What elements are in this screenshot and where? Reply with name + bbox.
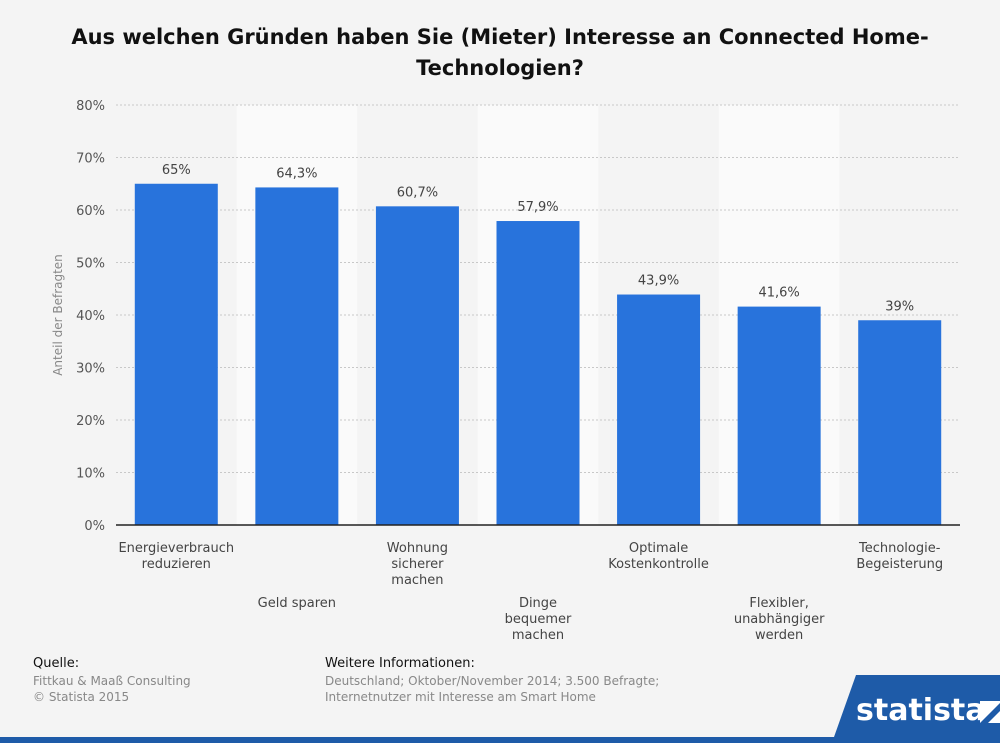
chart-title-line-1: Aus welchen Gründen haben Sie (Mieter) I… [71,25,929,49]
y-tick-label: 20% [76,414,105,429]
x-tick-label: Energieverbrauch [118,541,234,556]
data-label: 39% [885,299,914,314]
x-tick-label: bequemer [505,612,572,627]
x-tick-label: Technologie- [858,541,941,556]
x-tick-label: unabhängiger [734,612,825,627]
source-line-2: © Statista 2015 [33,690,130,704]
x-tick-label: machen [512,628,564,643]
y-tick-label: 50% [76,257,105,272]
data-label: 41,6% [758,286,799,301]
x-tick-label: reduzieren [142,557,211,572]
bar [255,187,339,526]
data-label: 60,7% [397,185,438,200]
logo-text: statista [856,693,986,728]
y-tick-label: 60% [76,204,105,219]
info-line-2: Internetnutzer mit Interesse am Smart Ho… [325,690,596,704]
x-tick-label: Dinge [519,596,557,611]
x-tick-label: Begeisterung [856,557,943,572]
x-tick-label: Wohnung [387,541,448,556]
x-tick-label: Optimale [629,541,688,556]
info-block: Weitere Informationen: Deutschland; Okto… [325,656,659,705]
x-tick-label: machen [391,573,443,588]
bar [375,206,459,525]
info-line-1: Deutschland; Oktober/November 2014; 3.50… [325,674,660,688]
x-tick-label: sicherer [391,557,444,572]
y-tick-label: 0% [84,519,105,534]
source-line-1: Fittkau & Maaß Consulting [33,674,191,688]
source-heading: Quelle: [33,656,80,671]
bar [134,183,218,525]
x-tick-label: werden [755,628,803,643]
data-label: 43,9% [638,274,679,289]
chart-title-line-2: Technologien? [416,56,584,80]
data-label: 64,3% [276,166,317,181]
x-tick-label: Geld sparen [258,596,336,611]
y-axis-label: Anteil der Befragten [51,254,65,376]
chart-title: Aus welchen Gründen haben Sie (Mieter) I… [0,22,1000,84]
data-label: 65% [162,163,191,178]
x-tick-label: Flexibler, [749,596,809,611]
bar [858,320,942,525]
bar [617,294,701,525]
logo-background [834,675,1000,737]
bar [737,306,821,525]
bar [496,221,580,525]
logo-mark-icon [980,701,1000,723]
y-tick-label: 80% [76,99,105,114]
source-block: Quelle: Fittkau & Maaß Consulting © Stat… [33,656,191,705]
y-tick-label: 10% [76,467,105,482]
bar-chart: 0% 10% 20% 30% 40% 50% 60% 70% 80% Anteil der Bef… [51,99,960,643]
bottom-bar [0,737,1000,743]
info-heading: Weitere Informationen: [325,656,475,671]
statista-logo: statista [834,675,1000,737]
y-tick-label: 70% [76,152,105,167]
x-tick-label: Kostenkontrolle [608,557,709,572]
data-label: 57,9% [517,200,558,215]
y-tick-label: 40% [76,309,105,324]
y-tick-label: 30% [76,362,105,377]
